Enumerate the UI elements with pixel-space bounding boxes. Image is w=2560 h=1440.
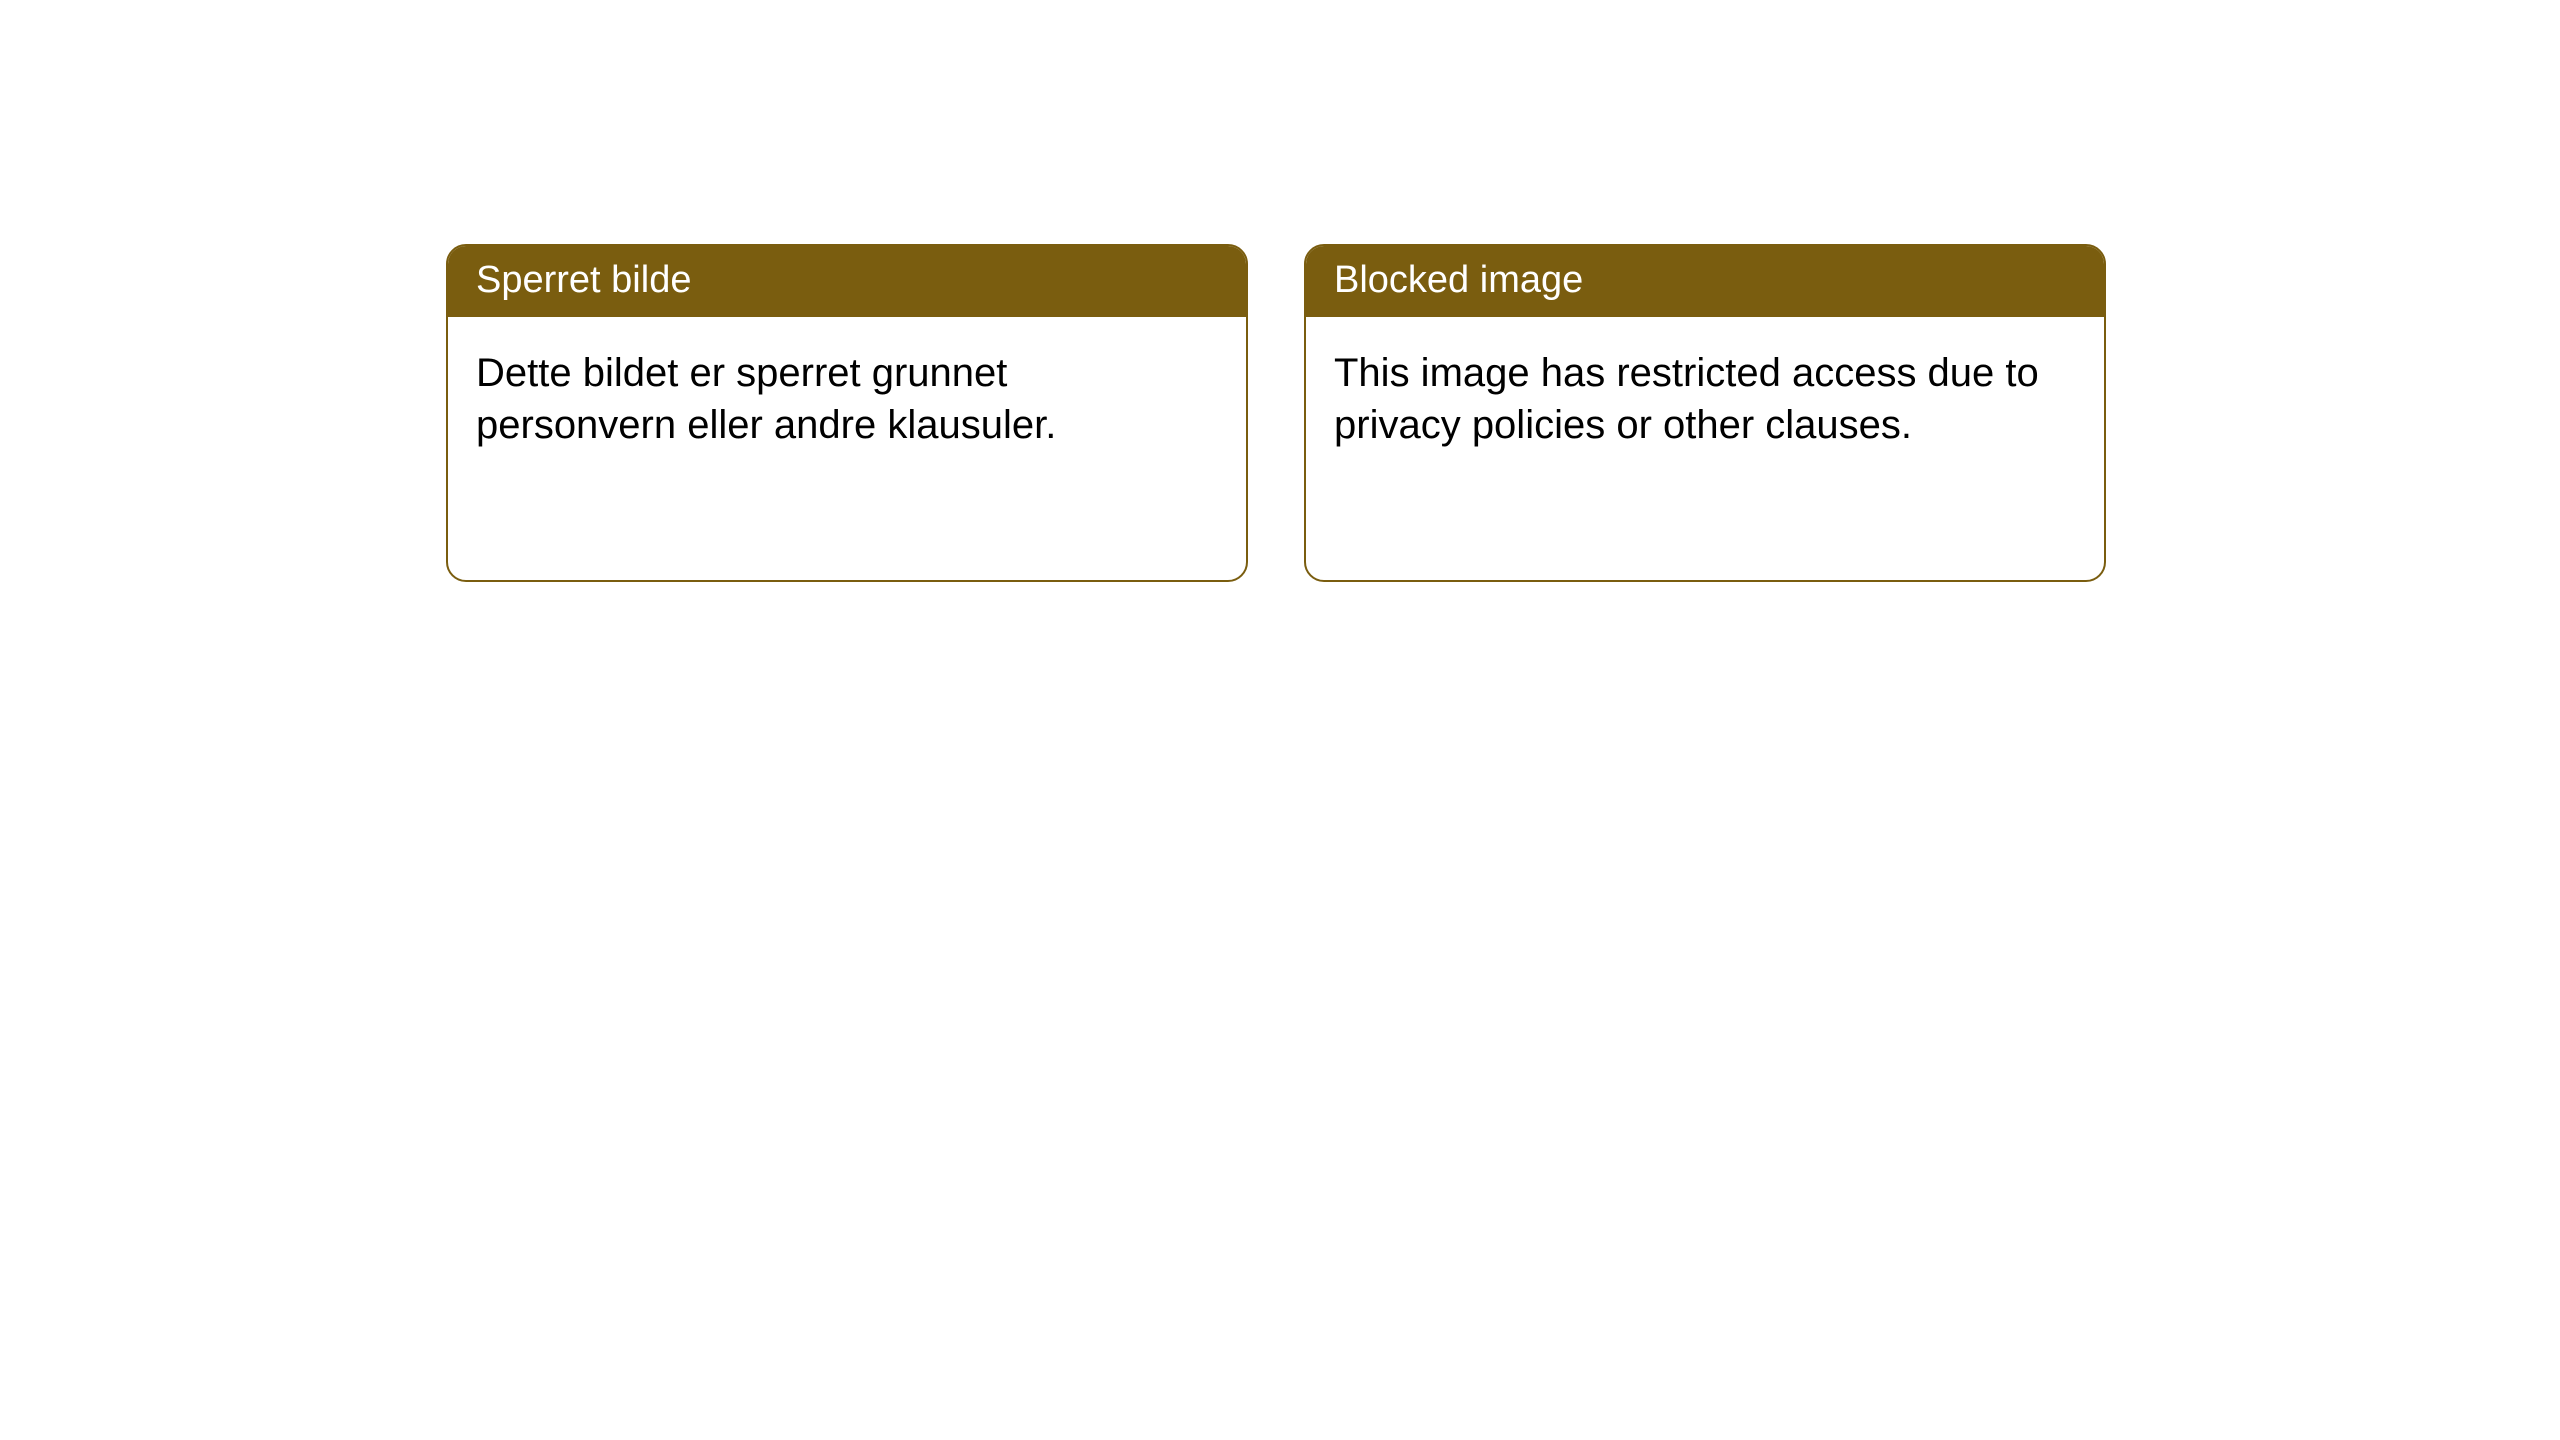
notice-card-header: Sperret bilde — [448, 246, 1246, 317]
notice-card-norwegian: Sperret bilde Dette bildet er sperret gr… — [446, 244, 1248, 582]
notice-container: Sperret bilde Dette bildet er sperret gr… — [0, 0, 2560, 582]
notice-card-body: This image has restricted access due to … — [1306, 317, 2104, 481]
notice-card-header: Blocked image — [1306, 246, 2104, 317]
notice-card-english: Blocked image This image has restricted … — [1304, 244, 2106, 582]
notice-card-body: Dette bildet er sperret grunnet personve… — [448, 317, 1246, 481]
